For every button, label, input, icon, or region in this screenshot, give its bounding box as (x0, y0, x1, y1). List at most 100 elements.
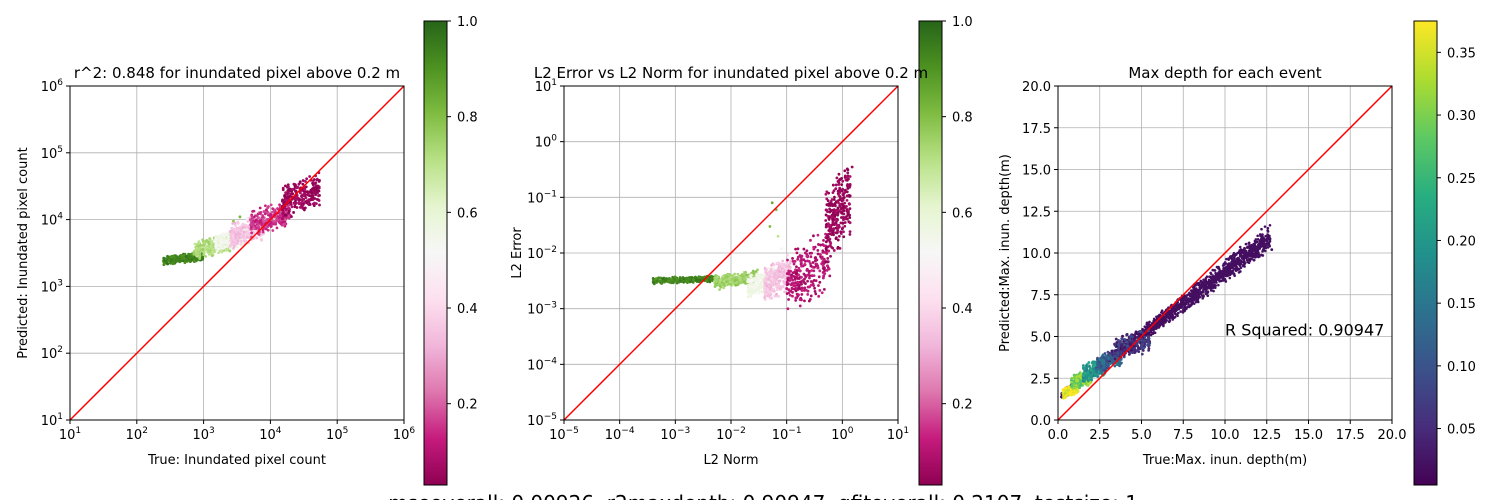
data-point (842, 235, 846, 239)
reference-line (69, 85, 405, 421)
data-point (782, 269, 786, 273)
data-point (667, 279, 671, 283)
data-point (798, 298, 802, 301)
data-point (828, 226, 832, 230)
data-point (767, 284, 771, 287)
data-point (1266, 246, 1270, 249)
data-point (1210, 273, 1213, 276)
data-point (1232, 261, 1236, 264)
data-point (269, 213, 273, 216)
x-tick-label: 105 (326, 426, 348, 443)
data-point (798, 269, 802, 273)
data-point (806, 259, 809, 263)
y-axis-label: Predicted: Inundated pixel count (16, 147, 31, 358)
data-point (1149, 333, 1153, 337)
data-point (794, 289, 798, 293)
data-point (817, 243, 820, 246)
data-point (746, 289, 750, 293)
data-point (828, 201, 832, 205)
data-point (788, 279, 792, 282)
data-point (1160, 319, 1164, 323)
data-point (314, 191, 318, 195)
data-point (831, 220, 835, 224)
data-point (1225, 257, 1228, 261)
data-point (806, 279, 809, 283)
data-point (740, 273, 744, 277)
data-point (824, 225, 828, 229)
data-point (267, 213, 270, 217)
data-point (809, 283, 813, 287)
data-point (763, 289, 767, 293)
data-point (847, 177, 850, 181)
data-point (286, 183, 290, 187)
data-point (301, 198, 305, 202)
data-point (767, 267, 771, 270)
data-point (1233, 274, 1236, 278)
data-point (821, 264, 825, 267)
data-point (736, 272, 740, 276)
data-point (272, 209, 276, 213)
data-point (785, 283, 789, 287)
data-point (1196, 294, 1200, 298)
data-point (290, 215, 293, 219)
data-point (751, 291, 755, 295)
data-point (842, 230, 845, 234)
data-point (284, 191, 287, 195)
data-point (1244, 249, 1248, 253)
data-point (833, 204, 837, 208)
data-point (1250, 244, 1253, 248)
data-point (1261, 233, 1264, 236)
data-point (302, 208, 306, 212)
data-point (750, 278, 754, 282)
data-point (660, 282, 664, 285)
data-point (1194, 300, 1198, 304)
data-point (793, 276, 797, 279)
data-point (169, 261, 173, 265)
data-point (777, 279, 781, 283)
data-point (829, 254, 832, 258)
data-point (800, 282, 803, 286)
data-point (839, 202, 842, 206)
data-point (234, 224, 237, 228)
data-point (166, 256, 170, 260)
data-point (1261, 249, 1265, 252)
data-point (281, 186, 285, 190)
data-point (796, 257, 800, 261)
data-point (280, 217, 284, 221)
data-point (1233, 254, 1237, 258)
data-point (170, 255, 174, 259)
data-point (743, 277, 747, 280)
data-point (803, 286, 807, 290)
data-point (824, 208, 828, 212)
data-point (716, 275, 719, 279)
data-point (1181, 311, 1185, 314)
data-point (313, 201, 316, 205)
data-point (806, 285, 810, 289)
data-point (1220, 273, 1224, 276)
data-point (1161, 316, 1164, 320)
data-point (845, 198, 849, 202)
data-point (1196, 300, 1200, 304)
data-point (1158, 313, 1161, 317)
data-point (228, 249, 232, 253)
data-point (215, 249, 219, 253)
data-point (839, 230, 843, 234)
data-point (729, 275, 733, 279)
data-point (793, 278, 797, 281)
data-point (1148, 320, 1151, 324)
data-point (207, 252, 211, 256)
data-point (788, 293, 792, 297)
data-point (803, 274, 807, 277)
data-point (223, 234, 226, 238)
data-point (839, 188, 843, 192)
data-point (829, 241, 833, 245)
data-point (749, 287, 753, 291)
data-point (836, 206, 840, 210)
data-point (290, 187, 294, 191)
data-point (1183, 306, 1187, 309)
data-point (298, 180, 302, 184)
data-point (1193, 294, 1197, 297)
data-point (754, 291, 758, 295)
data-point (682, 277, 686, 280)
data-point (791, 259, 795, 263)
